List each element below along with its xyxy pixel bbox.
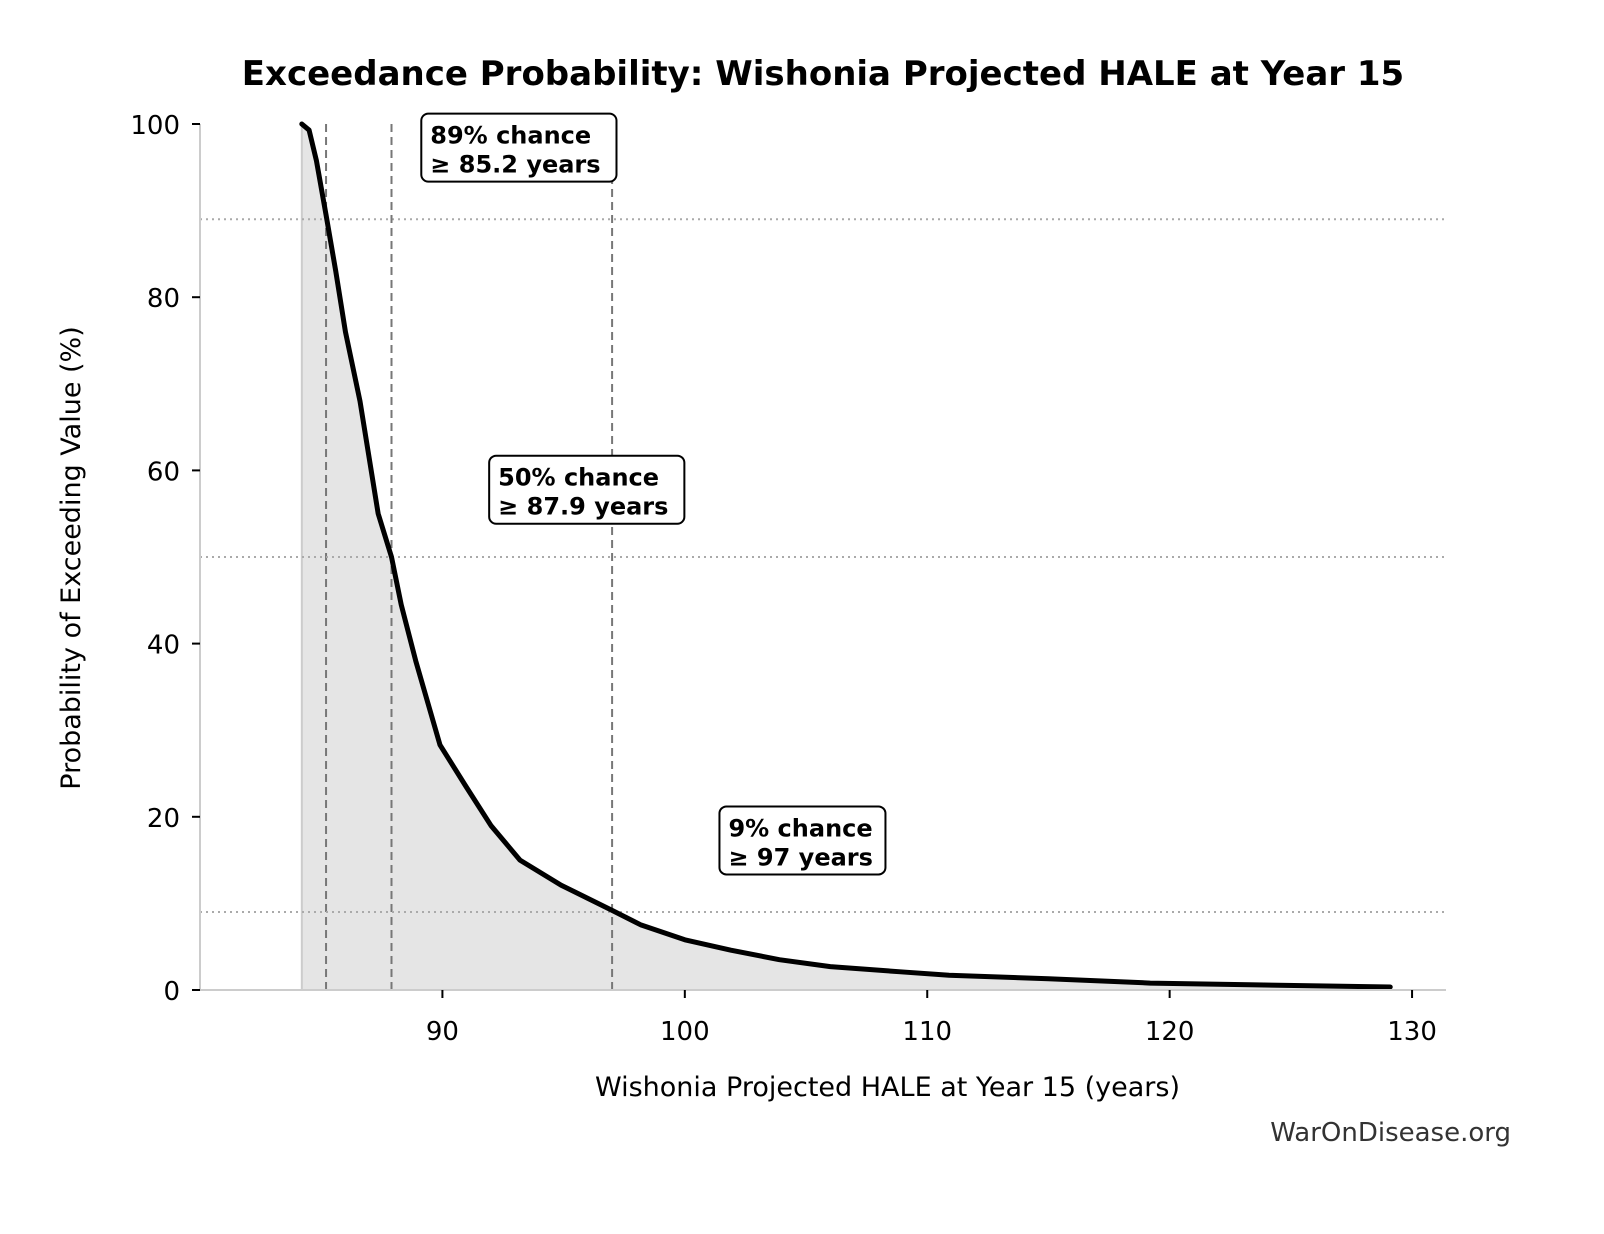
x-tick-label-100: 100 — [660, 1017, 710, 1047]
chart-title: Exceedance Probability: Wishonia Project… — [242, 54, 1404, 94]
x-tick-label-90: 90 — [426, 1017, 459, 1047]
x-tick-label-120: 120 — [1145, 1017, 1195, 1047]
y-tick-label-60: 60 — [147, 457, 180, 487]
x-axis-label: Wishonia Projected HALE at Year 15 (year… — [595, 1072, 1180, 1103]
footer-watermark: WarOnDisease.org — [1270, 1118, 1511, 1148]
annotation-line1-2: 9% chance — [728, 814, 872, 842]
annotation-line2-1: ≥ 87.9 years — [498, 493, 668, 521]
annotation-box-1 — [488, 454, 686, 525]
annotation-line2-2: ≥ 97 years — [728, 843, 872, 871]
annotation-line1-0: 89% chance — [430, 122, 591, 150]
y-tick-label-0: 0 — [163, 977, 180, 1007]
y-tick-label-20: 20 — [147, 804, 180, 834]
area-fill — [301, 124, 1391, 990]
y-axis-label: Probability of Exceeding Value (%) — [56, 326, 87, 789]
y-tick-label-80: 80 — [147, 284, 180, 314]
exceedance-curve — [299, 121, 1393, 990]
y-tick-label-40: 40 — [147, 631, 180, 661]
x-tick-label-130: 130 — [1387, 1017, 1437, 1047]
y-tick-label-100: 100 — [130, 111, 180, 141]
x-tick-label-110: 110 — [902, 1017, 952, 1047]
annotation-box-2 — [718, 805, 887, 876]
annotation-line2-0: ≥ 85.2 years — [430, 151, 600, 179]
annotation-line1-1: 50% chance — [498, 464, 659, 492]
annotation-box-0 — [420, 112, 618, 183]
